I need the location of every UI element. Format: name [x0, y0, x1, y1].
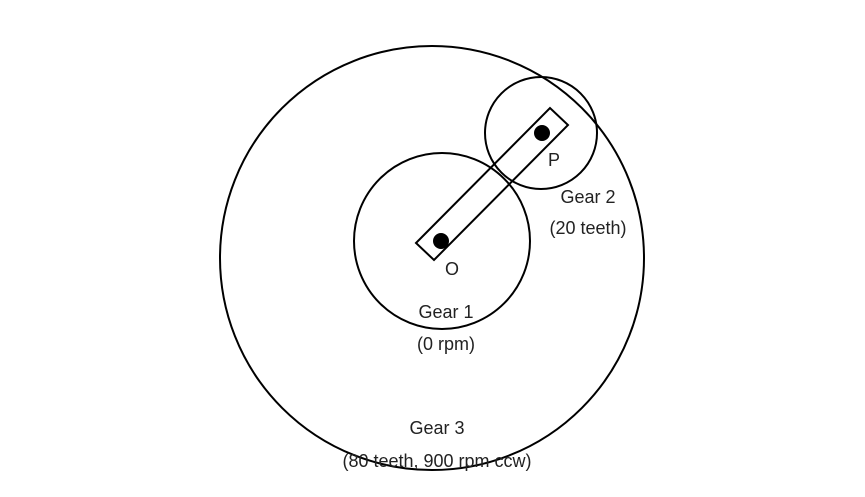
gear-2-name-label: Gear 2	[560, 187, 615, 207]
gear-1-detail-label: (0 rpm)	[417, 334, 475, 354]
pivot-o-dot	[433, 233, 449, 249]
gear-3-detail-label: (80 teeth, 900 rpm ccw)	[342, 451, 531, 471]
gear-1-circle	[353, 152, 531, 330]
pivot-p-label: P	[548, 150, 560, 170]
gear-2-detail-label: (20 teeth)	[549, 218, 626, 238]
gear-3-name-label: Gear 3	[409, 418, 464, 438]
pivot-p-dot	[534, 125, 550, 141]
gear-1-name-label: Gear 1	[418, 302, 473, 322]
gear-3-circle	[219, 45, 645, 471]
carrier-arm	[414, 106, 570, 262]
gear-2-circle	[484, 76, 598, 190]
pivot-o-label: O	[445, 259, 459, 279]
